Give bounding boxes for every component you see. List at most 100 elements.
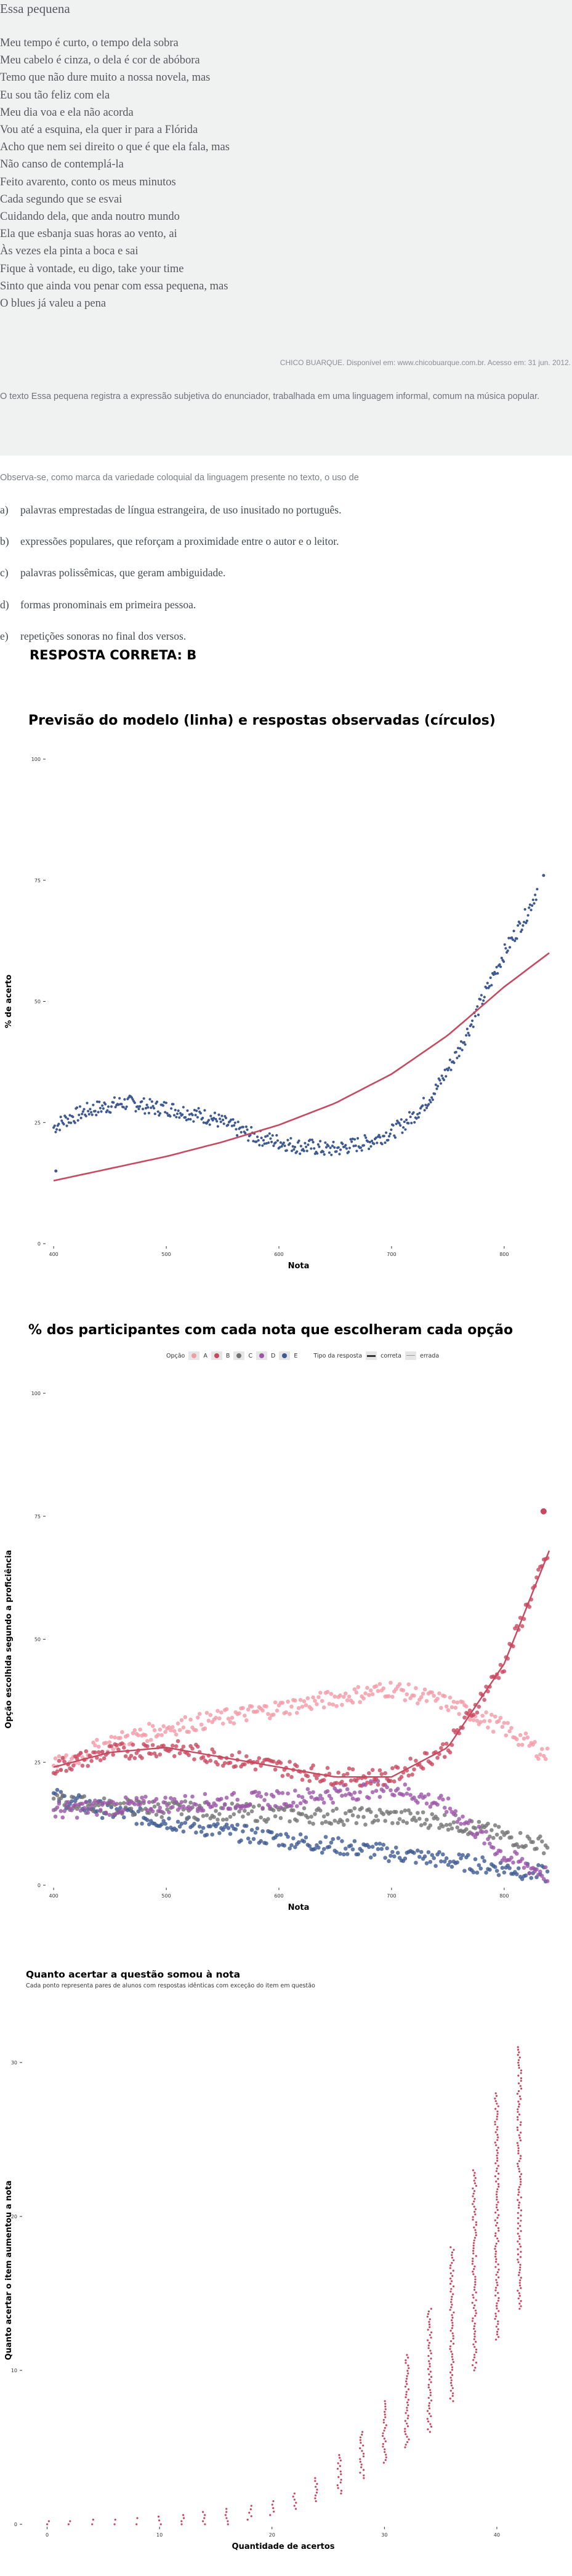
option-a-point <box>345 1698 350 1702</box>
observed-point <box>518 922 522 925</box>
poem-line: Vou até a esquina, ela quer ir para a Fl… <box>0 124 198 137</box>
observed-point <box>510 936 514 940</box>
option-e-point <box>383 1856 387 1860</box>
option-c-point <box>516 1845 521 1849</box>
score-gain-point <box>473 2327 475 2330</box>
observed-point <box>418 1111 421 1115</box>
score-gain-point <box>451 2251 454 2254</box>
observed-point <box>503 943 506 946</box>
score-gain-point <box>496 2128 498 2131</box>
observed-point <box>423 1109 426 1112</box>
option-e[interactable]: e) repetições sonoras no final dos versos… <box>0 630 186 643</box>
score-gain-point <box>385 2453 387 2456</box>
option-b-point <box>233 1764 238 1769</box>
option-d-point <box>534 1867 539 1872</box>
observed-point <box>150 1100 153 1103</box>
option-a-point <box>475 1718 480 1723</box>
option-a-point <box>147 1721 151 1726</box>
option-e-point <box>473 1857 478 1862</box>
observed-point <box>296 1150 299 1153</box>
observed-point <box>476 1005 479 1008</box>
observed-point <box>324 1141 327 1145</box>
observed-point <box>515 937 518 940</box>
legend-swatch-e <box>279 1351 291 1360</box>
option-c-point <box>342 1822 346 1827</box>
option-e-point <box>465 1853 470 1858</box>
option-a-point <box>461 1700 465 1704</box>
observed-point <box>403 1120 406 1124</box>
score-gain-point <box>293 2498 296 2501</box>
observed-point <box>402 1126 405 1129</box>
option-d-point <box>486 1837 490 1841</box>
option-e-point <box>348 1843 353 1848</box>
option-d-point <box>222 1801 227 1806</box>
score-gain-point <box>517 2129 519 2131</box>
observed-point <box>147 1111 150 1114</box>
option-e-point <box>372 1853 377 1857</box>
option-c-point <box>523 1843 528 1848</box>
option-d-point <box>103 1810 108 1815</box>
score-gain-point <box>273 2510 275 2513</box>
option-e-point <box>216 1821 220 1826</box>
observed-point <box>137 1108 140 1111</box>
option-a-point <box>97 1744 101 1749</box>
option-b-point <box>406 1773 411 1778</box>
option-b-point <box>368 1781 373 1786</box>
option-a-point <box>525 1735 530 1740</box>
observed-point <box>150 1106 153 1109</box>
option-e-point <box>360 1848 364 1853</box>
y-axis-label: Opção escolhida segundo a proficiência <box>4 1550 14 1728</box>
observed-point <box>58 1129 62 1132</box>
option-b[interactable]: b) expressões populares, que reforçam a p… <box>0 535 339 548</box>
score-gain-point <box>158 2519 161 2522</box>
score-gain-point <box>496 2196 498 2199</box>
option-e-point <box>379 1846 384 1851</box>
poem-line: Às vezes ela pinta a boca e sai <box>0 245 139 258</box>
score-gain-point <box>449 2264 452 2267</box>
option-d-point <box>172 1797 177 1801</box>
observed-point <box>495 965 498 968</box>
option-a-point <box>539 1747 544 1752</box>
observed-point <box>148 1098 151 1101</box>
observed-point <box>112 1101 115 1104</box>
option-b-point <box>129 1753 134 1758</box>
poem-line: Meu cabelo é cinza, o dela é cor de abób… <box>0 54 200 67</box>
option-b-point <box>109 1744 114 1749</box>
poem-line: Cada segundo que se esvai <box>0 193 123 206</box>
observed-point <box>499 965 502 968</box>
option-a-point <box>181 1725 186 1730</box>
score-gain-point <box>497 2227 500 2229</box>
observed-point <box>304 1145 308 1148</box>
option-e-point <box>395 1851 400 1855</box>
score-gain-point <box>473 2171 476 2174</box>
option-a[interactable]: a) palavras emprestadas de língua estrang… <box>0 504 341 517</box>
score-gain-point <box>475 2224 478 2226</box>
observed-point <box>352 1145 355 1148</box>
observed-point <box>448 1058 451 1061</box>
score-gain-point <box>517 2222 520 2224</box>
score-gain-point <box>452 2293 454 2295</box>
score-gain-point <box>452 2335 454 2337</box>
score-gain-point <box>474 2276 477 2278</box>
option-a-point <box>377 1681 382 1686</box>
option-a-point <box>370 1692 375 1697</box>
option-d-point <box>374 1789 379 1793</box>
option-c-point <box>397 1817 402 1821</box>
option-c-point <box>311 1821 315 1826</box>
option-d[interactable]: d) formas pronominais em primeira pessoa. <box>0 598 196 611</box>
score-gain-point <box>429 2370 432 2373</box>
option-d-point <box>453 1809 458 1814</box>
score-gain-point <box>406 2375 408 2377</box>
observed-point <box>57 1122 60 1125</box>
option-a-point <box>219 1710 224 1715</box>
option-c-point <box>201 1814 206 1818</box>
option-b-point <box>376 1782 381 1787</box>
legend-option-e: E <box>294 1352 298 1359</box>
score-gain-point <box>426 2410 429 2412</box>
observed-point <box>280 1145 283 1148</box>
option-d-point <box>253 1789 258 1794</box>
option-c-point <box>321 1814 326 1819</box>
option-c[interactable]: c) palavras polissêmicas, que geram ambig… <box>0 566 225 579</box>
score-gain-point <box>451 2256 454 2259</box>
score-gain-point <box>363 2474 365 2477</box>
